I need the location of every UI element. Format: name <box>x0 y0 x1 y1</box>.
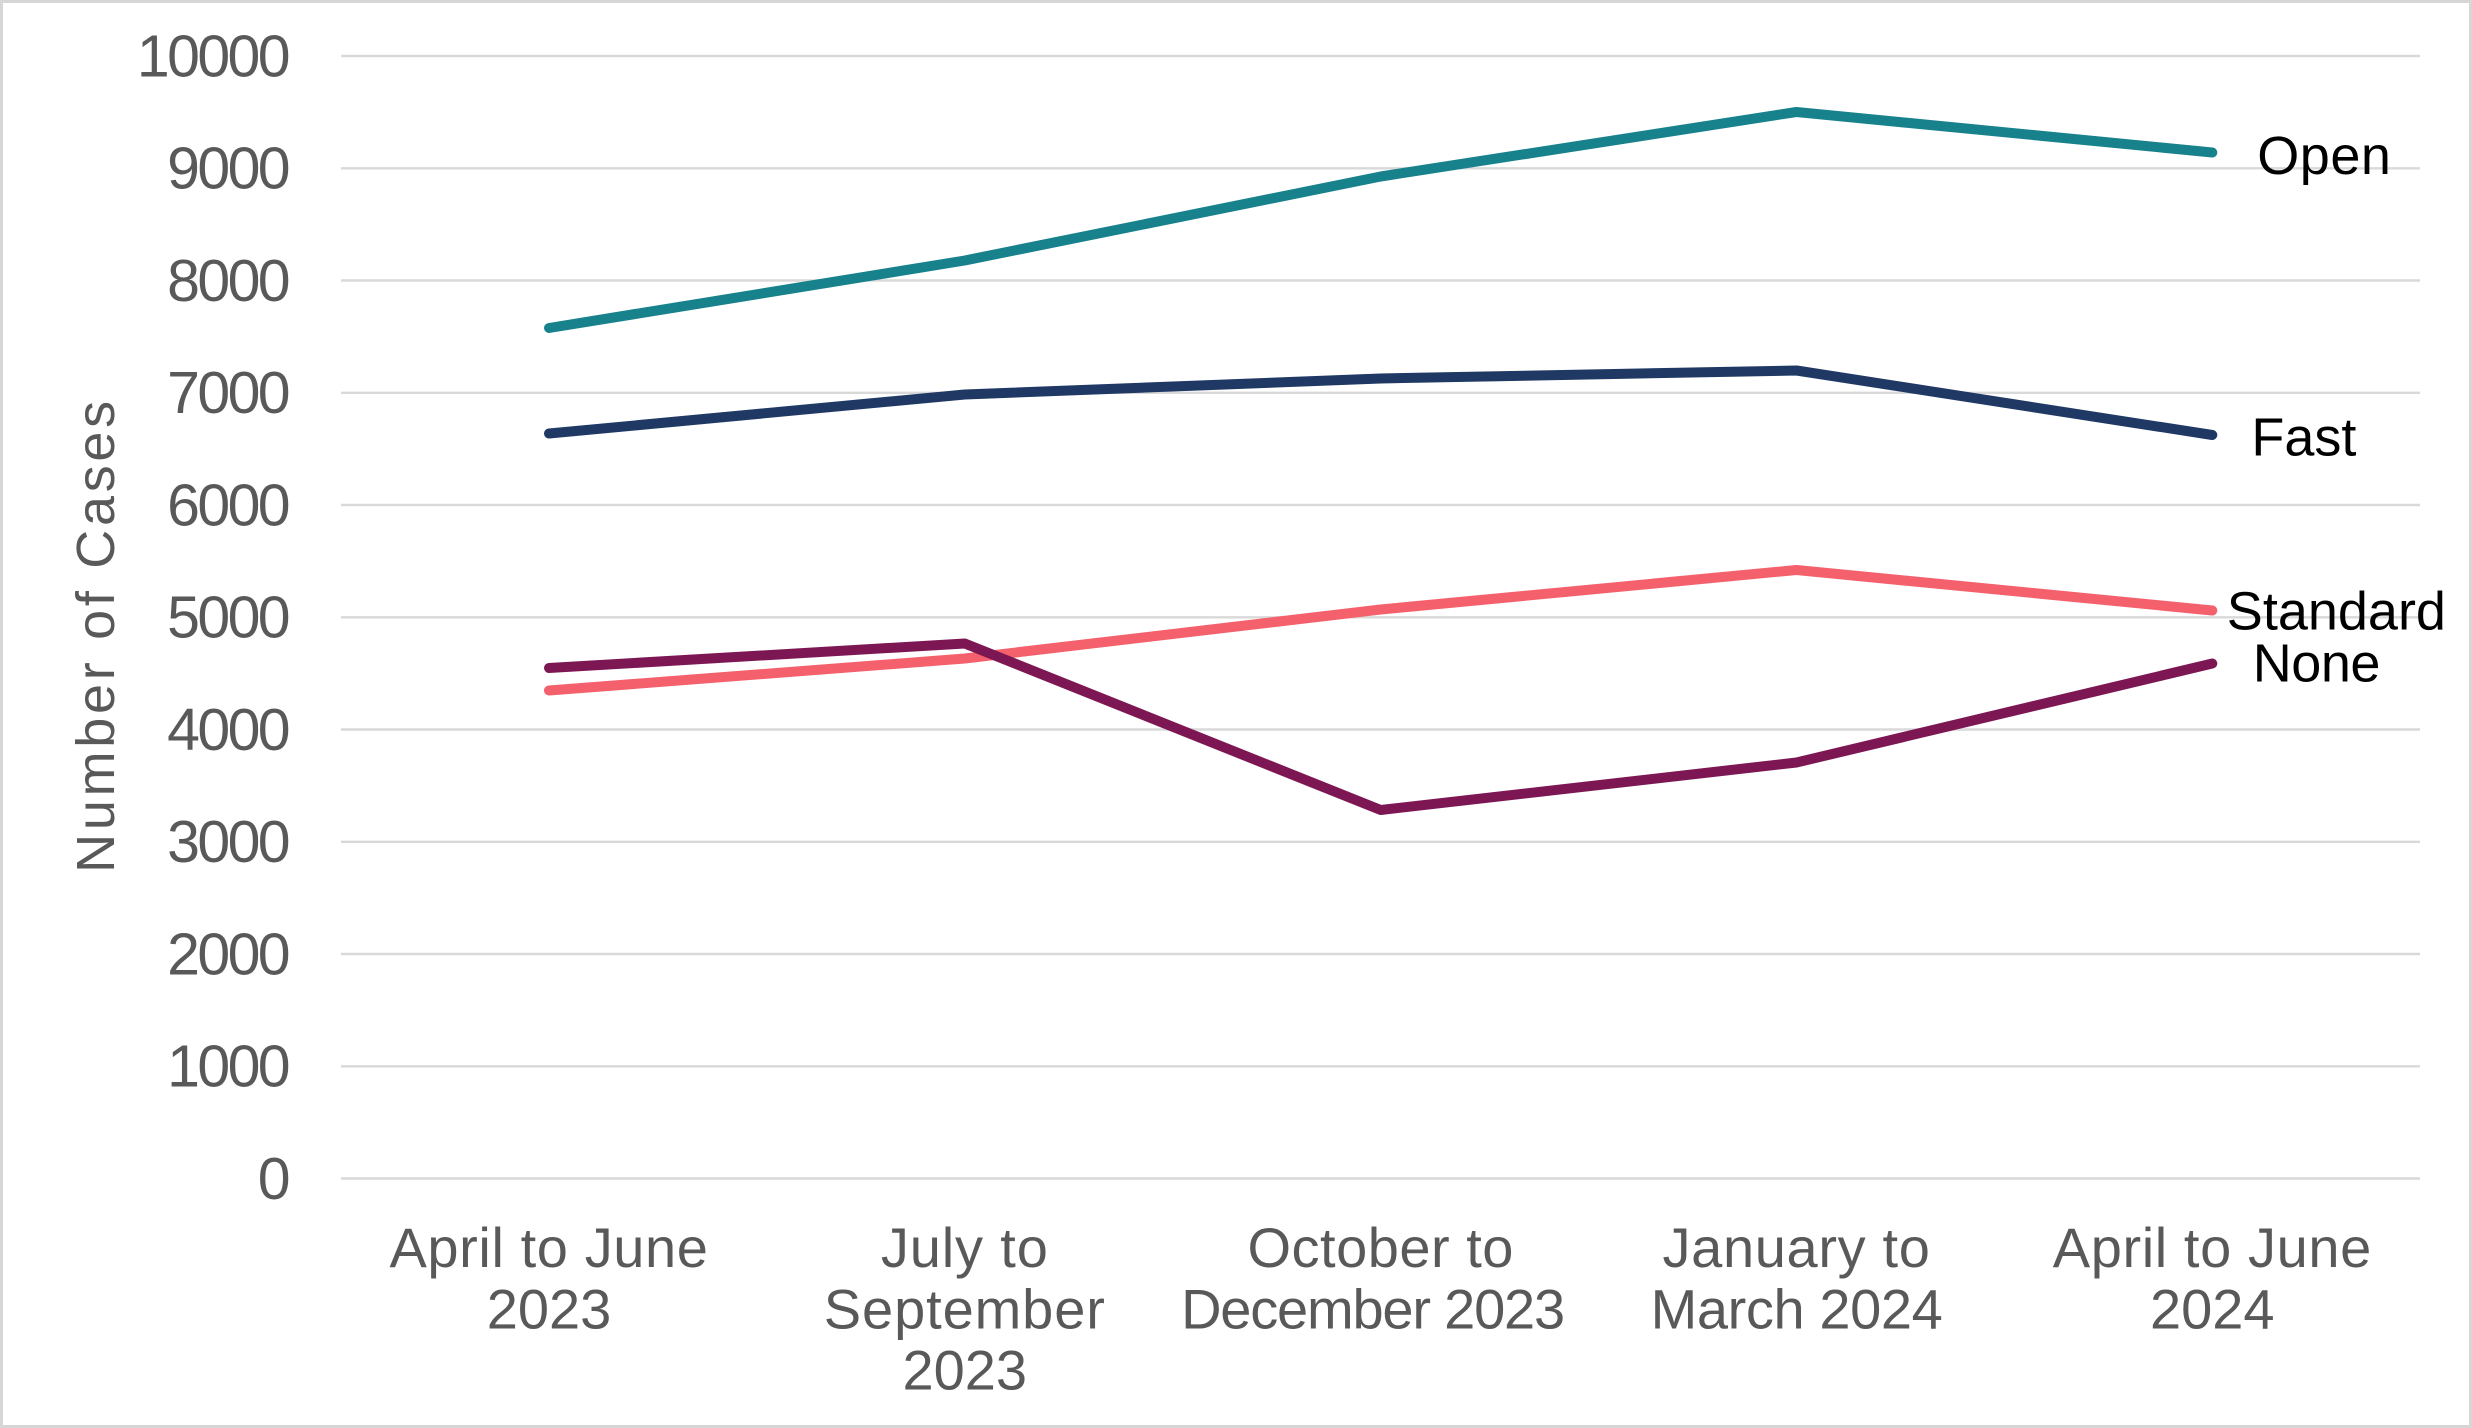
svg-text:0: 0 <box>258 1146 289 1212</box>
svg-text:Standard: Standard <box>2227 582 2446 642</box>
svg-text:Fast: Fast <box>2251 408 2356 468</box>
svg-text:5000: 5000 <box>167 585 289 651</box>
svg-text:2024: 2024 <box>2150 1277 2275 1340</box>
svg-text:Open: Open <box>2257 126 2391 186</box>
svg-text:January to: January to <box>1663 1216 1931 1279</box>
svg-text:None: None <box>2253 634 2380 694</box>
svg-text:8000: 8000 <box>167 248 289 314</box>
svg-text:2000: 2000 <box>167 921 289 987</box>
svg-text:2023: 2023 <box>903 1339 1028 1402</box>
svg-text:7000: 7000 <box>167 360 289 426</box>
svg-text:July to: July to <box>881 1216 1049 1279</box>
svg-text:Number of Cases: Number of Cases <box>66 397 126 873</box>
svg-text:October to: October to <box>1247 1216 1513 1279</box>
svg-text:December 2023: December 2023 <box>1181 1277 1564 1340</box>
svg-text:9000: 9000 <box>167 136 289 202</box>
svg-text:September: September <box>824 1277 1106 1340</box>
svg-text:3000: 3000 <box>167 809 289 875</box>
svg-text:4000: 4000 <box>167 697 289 763</box>
svg-text:10000: 10000 <box>137 23 289 89</box>
svg-text:March 2024: March 2024 <box>1651 1277 1943 1340</box>
svg-text:2023: 2023 <box>487 1277 612 1340</box>
svg-text:April to June: April to June <box>2053 1216 2372 1279</box>
svg-text:1000: 1000 <box>167 1034 289 1100</box>
svg-text:6000: 6000 <box>167 472 289 538</box>
svg-text:April to June: April to June <box>389 1216 708 1279</box>
